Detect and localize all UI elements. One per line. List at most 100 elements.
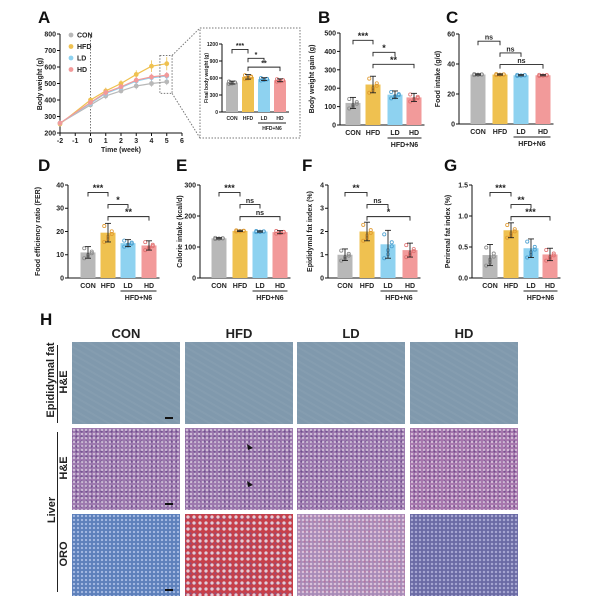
data-point (164, 72, 170, 78)
data-point (242, 73, 247, 78)
scale-bar (165, 417, 173, 419)
y-tick-label: 800 (44, 32, 56, 39)
bar-con (345, 102, 361, 125)
x-tick-label: 6 (180, 138, 184, 145)
micrograph-liver-he-hfd (185, 428, 293, 510)
x-tick-label: 4 (150, 138, 154, 145)
scale-bar (165, 589, 173, 591)
data-point (143, 240, 148, 245)
significance-label: ** (352, 183, 360, 193)
y-tick-label: 200 (184, 213, 196, 220)
legend-label: CON (77, 33, 93, 40)
y-tick-label: 300 (210, 93, 219, 99)
significance-label: ** (261, 61, 267, 68)
significance-label: * (116, 195, 120, 205)
data-point (149, 63, 154, 69)
data-point (346, 251, 351, 256)
column-header-con: CON (111, 326, 141, 341)
data-point (512, 227, 517, 232)
bar-hfd (492, 74, 508, 124)
data-point (544, 248, 549, 253)
legend-label: LD (77, 56, 86, 63)
x-tick-label: HD (275, 283, 285, 290)
y-axis-label: Food efficiency ratio (FER) (35, 187, 42, 276)
data-point (368, 230, 373, 235)
y-tick-label: 4 (320, 182, 324, 189)
y-tick-label: 10 (56, 252, 64, 259)
data-point (133, 77, 139, 83)
x-tick-label: LD (390, 130, 399, 137)
x-tick-label: CON (211, 283, 227, 290)
panel-label-a: A (38, 8, 51, 27)
data-point (354, 101, 359, 106)
significance-label: ns (246, 198, 254, 205)
significance-label: *** (358, 31, 369, 41)
y-tick-label: 0 (215, 110, 218, 116)
y-tick-label: 1.0 (458, 213, 468, 220)
data-point (241, 228, 246, 233)
stain-label-oro: ORO (58, 541, 70, 567)
y-tick-label: 60 (447, 31, 455, 38)
micrograph-liver-oro-con (72, 514, 180, 596)
column-header-ld: LD (342, 326, 360, 341)
data-point (512, 229, 517, 234)
significance-bracket (344, 191, 368, 197)
data-point (501, 72, 506, 77)
x-tick-label: -2 (57, 138, 63, 145)
y-tick-label: 600 (44, 65, 56, 72)
micrograph-fat-con (72, 342, 180, 424)
bar-ld (252, 231, 268, 278)
significance-bracket (372, 63, 415, 69)
bar-hd (542, 254, 558, 278)
data-point (522, 73, 527, 78)
y-tick-label: 0 (60, 275, 64, 282)
significance-bracket (87, 191, 109, 197)
x-tick-label: CON (226, 116, 238, 122)
legend-marker-con (68, 32, 74, 38)
y-tick-label: 0 (192, 275, 196, 282)
significance-bracket (366, 216, 411, 221)
data-point (367, 76, 372, 81)
y-tick-label: 0.5 (458, 244, 468, 251)
significance-label: *** (525, 207, 536, 217)
x-tick-label: HFD (366, 130, 380, 137)
y-tick-label: 100 (324, 104, 336, 111)
column-header-hfd: HFD (225, 326, 253, 341)
y-tick-label: 300 (44, 114, 56, 121)
column-header-hd: HD (454, 326, 474, 341)
y-tick-label: 600 (210, 76, 219, 82)
data-point (347, 96, 352, 101)
y-axis-label: Body weight gain (g) (309, 45, 316, 114)
y-tick-label: 0 (451, 121, 455, 128)
panel-label-e: E (176, 156, 188, 175)
data-point (118, 81, 124, 86)
bar-hfd (100, 232, 116, 278)
data-point (129, 241, 134, 246)
data-point (164, 61, 170, 67)
data-point (57, 120, 63, 126)
tissue-label-epididymal-fat: Epididymal fat (45, 342, 57, 418)
data-point (411, 249, 416, 254)
data-point (374, 81, 379, 86)
micrograph-fat-ld (297, 342, 405, 424)
x-tick-label: CON (470, 129, 486, 136)
data-point (346, 253, 351, 258)
y-tick-label: 20 (56, 229, 64, 236)
significance-bracket (247, 66, 281, 72)
significance-bracket (231, 48, 249, 54)
significance-label: ** (517, 195, 525, 205)
x-tick-label: LD (526, 283, 535, 290)
y-tick-label: 100 (184, 244, 196, 251)
x-tick-label: CON (80, 283, 96, 290)
y-tick-label: 0 (332, 122, 336, 129)
bar-hd (402, 250, 418, 278)
data-point (150, 244, 155, 249)
bar-ld (120, 243, 136, 278)
x-tick-label: LD (261, 116, 268, 122)
y-tick-label: 200 (44, 131, 56, 138)
arrowhead-icon (247, 481, 253, 487)
group-label: HFD+N6 (391, 142, 419, 149)
row-divider (57, 345, 58, 423)
x-tick-label: CON (345, 130, 361, 137)
